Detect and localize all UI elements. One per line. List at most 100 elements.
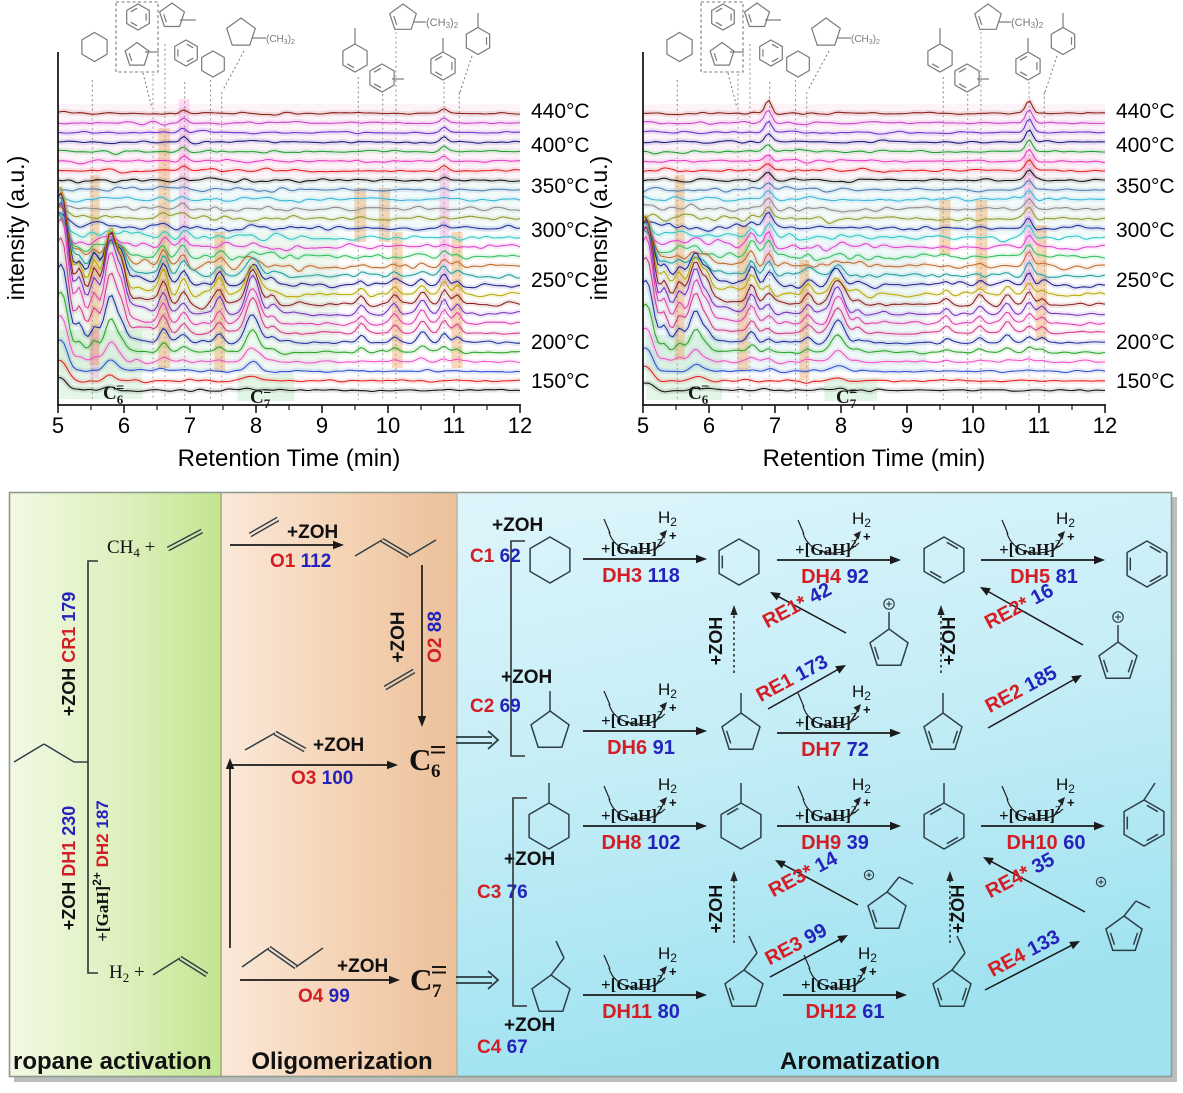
svg-text:6: 6 bbox=[703, 413, 715, 438]
svg-text:intensity (a.u.): intensity (a.u.) bbox=[586, 156, 612, 300]
svg-text:+ZOH: +ZOH bbox=[706, 617, 726, 666]
svg-text:DH11 80: DH11 80 bbox=[602, 1001, 680, 1023]
svg-text:8: 8 bbox=[250, 413, 262, 438]
svg-text:+: + bbox=[863, 702, 871, 717]
svg-text:200°C: 200°C bbox=[1116, 331, 1175, 354]
svg-text:6: 6 bbox=[431, 761, 441, 782]
svg-text:7: 7 bbox=[432, 981, 442, 1002]
svg-text:+ZOH: +ZOH bbox=[313, 735, 364, 756]
svg-text:Retention Time (min): Retention Time (min) bbox=[178, 445, 401, 472]
svg-text:C1 62: C1 62 bbox=[470, 546, 521, 567]
svg-text:7: 7 bbox=[184, 413, 196, 438]
svg-text:+ZOH: +ZOH bbox=[504, 1015, 555, 1036]
svg-text:DH7 72: DH7 72 bbox=[801, 739, 869, 761]
svg-text:+ZOH: +ZOH bbox=[948, 885, 968, 934]
svg-text:7: 7 bbox=[769, 413, 781, 438]
svg-text:+[GaH]2: +[GaH]2 bbox=[795, 538, 857, 559]
svg-text:Oligomerization: Oligomerization bbox=[251, 1048, 432, 1075]
svg-text:11: 11 bbox=[1028, 413, 1051, 438]
svg-text:150°C: 150°C bbox=[1116, 370, 1175, 393]
svg-text:12: 12 bbox=[1093, 413, 1117, 438]
svg-text:440°C: 440°C bbox=[1116, 100, 1175, 123]
svg-text:DH4 92: DH4 92 bbox=[801, 566, 869, 588]
svg-text:+[GaH]2: +[GaH]2 bbox=[999, 538, 1061, 559]
svg-text:12: 12 bbox=[508, 413, 532, 438]
svg-text:(CH3)2: (CH3)2 bbox=[1011, 17, 1044, 30]
svg-text:Aromatization: Aromatization bbox=[780, 1048, 940, 1075]
svg-text:O3 100: O3 100 bbox=[291, 768, 353, 789]
svg-text:DH5 81: DH5 81 bbox=[1010, 566, 1078, 588]
svg-text:+: + bbox=[863, 795, 871, 810]
svg-text:+[GaH]2: +[GaH]2 bbox=[795, 711, 857, 732]
svg-text:+ZOH: +ZOH bbox=[492, 515, 543, 536]
svg-text:5: 5 bbox=[52, 413, 64, 438]
svg-text:5: 5 bbox=[637, 413, 649, 438]
svg-text:250°C: 250°C bbox=[1116, 269, 1175, 292]
svg-text:(CH3)2: (CH3)2 bbox=[266, 34, 295, 46]
svg-text:400°C: 400°C bbox=[531, 134, 590, 157]
svg-text:350°C: 350°C bbox=[1116, 175, 1175, 198]
svg-text:+: + bbox=[1067, 529, 1075, 544]
svg-text:250°C: 250°C bbox=[531, 269, 590, 292]
svg-text:C: C bbox=[409, 742, 431, 777]
svg-text:+[GaH]2: +[GaH]2 bbox=[601, 537, 663, 558]
svg-text:ropane activation: ropane activation bbox=[13, 1048, 212, 1075]
svg-text:300°C: 300°C bbox=[1116, 219, 1175, 242]
svg-text:+: + bbox=[669, 795, 677, 810]
svg-text:150°C: 150°C bbox=[531, 370, 590, 393]
svg-text:+: + bbox=[869, 964, 877, 979]
svg-text:DH3 118: DH3 118 bbox=[602, 565, 680, 587]
svg-text:9: 9 bbox=[901, 413, 913, 438]
svg-text:+ZOH: +ZOH bbox=[504, 849, 555, 870]
svg-text:10: 10 bbox=[376, 413, 400, 438]
svg-text:+ZOH CR1 179: +ZOH CR1 179 bbox=[59, 592, 79, 717]
svg-text:9: 9 bbox=[316, 413, 328, 438]
svg-text:+: + bbox=[669, 700, 677, 715]
svg-text:+[GaH]2+ DH2 187: +[GaH]2+ DH2 187 bbox=[90, 800, 112, 942]
svg-text:300°C: 300°C bbox=[531, 219, 590, 242]
svg-text:+ZOH DH1 230: +ZOH DH1 230 bbox=[59, 806, 79, 931]
svg-text:+ZOH: +ZOH bbox=[337, 956, 388, 977]
svg-text:+: + bbox=[1067, 795, 1075, 810]
svg-text:C6=: C6= bbox=[688, 381, 709, 407]
svg-text:+[GaH]2: +[GaH]2 bbox=[801, 973, 863, 994]
svg-text:350°C: 350°C bbox=[531, 175, 590, 198]
svg-text:+ZOH: +ZOH bbox=[706, 885, 726, 934]
svg-text:+ZOH: +ZOH bbox=[388, 611, 409, 662]
svg-text:8: 8 bbox=[835, 413, 847, 438]
svg-text:C2 69: C2 69 bbox=[470, 696, 521, 717]
svg-text:(CH3)2: (CH3)2 bbox=[426, 17, 459, 30]
svg-text:+ZOH: +ZOH bbox=[287, 522, 338, 543]
svg-text:200°C: 200°C bbox=[531, 331, 590, 354]
svg-text:H2 +: H2 + bbox=[109, 962, 145, 985]
svg-text:O1 112: O1 112 bbox=[270, 551, 331, 572]
svg-text:+: + bbox=[669, 528, 677, 543]
svg-text:C7=: C7= bbox=[250, 385, 271, 411]
svg-text:C: C bbox=[410, 962, 432, 997]
svg-text:C3 76: C3 76 bbox=[477, 882, 528, 903]
svg-text:+ZOH: +ZOH bbox=[939, 617, 959, 666]
svg-text:Retention Time (min): Retention Time (min) bbox=[763, 445, 986, 472]
svg-text:DH12 61: DH12 61 bbox=[806, 1001, 885, 1023]
svg-text:C4 67: C4 67 bbox=[477, 1037, 528, 1058]
svg-text:440°C: 440°C bbox=[531, 100, 590, 123]
svg-text:DH9 39: DH9 39 bbox=[801, 832, 869, 854]
svg-text:DH8 102: DH8 102 bbox=[602, 832, 681, 854]
svg-text:C6=: C6= bbox=[103, 381, 124, 407]
svg-text:+ZOH: +ZOH bbox=[501, 667, 552, 688]
svg-text:+[GaH]2: +[GaH]2 bbox=[601, 804, 663, 825]
svg-text:+: + bbox=[669, 964, 677, 979]
svg-text:+[GaH]2: +[GaH]2 bbox=[601, 973, 663, 994]
svg-text:+[GaH]2: +[GaH]2 bbox=[601, 709, 663, 730]
svg-text:(CH3)2: (CH3)2 bbox=[851, 34, 880, 46]
svg-text:DH10 60: DH10 60 bbox=[1007, 832, 1086, 854]
svg-text:+[GaH]2: +[GaH]2 bbox=[999, 804, 1061, 825]
svg-text:C7=: C7= bbox=[836, 385, 857, 411]
svg-text:CH4 +: CH4 + bbox=[107, 537, 155, 560]
svg-text:O2 88: O2 88 bbox=[425, 611, 446, 663]
svg-text:400°C: 400°C bbox=[1116, 134, 1175, 157]
svg-text:+: + bbox=[863, 529, 871, 544]
svg-text:O4 99: O4 99 bbox=[298, 986, 350, 1007]
svg-text:intensity (a.u.): intensity (a.u.) bbox=[3, 156, 29, 300]
svg-text:10: 10 bbox=[961, 413, 985, 438]
